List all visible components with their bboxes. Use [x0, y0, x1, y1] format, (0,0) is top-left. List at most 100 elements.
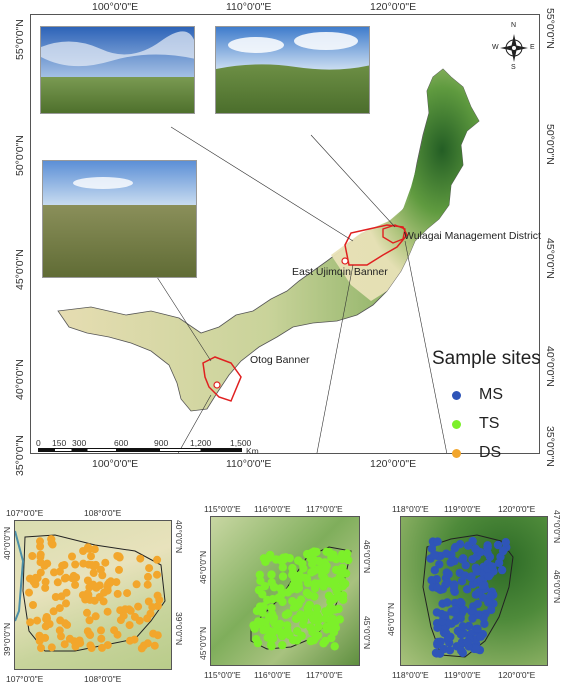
sample-point — [25, 588, 33, 597]
sample-point — [261, 557, 270, 566]
sample-point — [456, 614, 465, 623]
scale-tick-900: 900 — [154, 438, 169, 448]
inset-ms-top-label-1: 119°0'0"E — [444, 504, 481, 514]
sample-point — [294, 600, 303, 609]
inset-ms-top-label-0: 118°0'0"E — [392, 504, 429, 514]
sample-point — [115, 565, 123, 574]
sample-point — [343, 549, 352, 558]
sample-point — [96, 565, 105, 574]
sample-point — [36, 542, 45, 551]
sample-point — [335, 615, 344, 624]
sample-point — [321, 607, 330, 616]
lon-label-top-120: 120°0'0"E — [370, 1, 417, 13]
sample-point — [103, 586, 112, 595]
sample-point — [457, 646, 466, 655]
legend-title: Sample sites — [432, 348, 541, 369]
sample-point — [33, 616, 42, 625]
sample-point — [153, 570, 161, 579]
inset-ms-canvas — [422, 534, 514, 658]
sample-point — [444, 633, 454, 642]
scale-unit: Km — [246, 446, 259, 456]
compass-rose-icon — [494, 24, 538, 74]
sample-point — [143, 639, 152, 648]
east-ujimqin-marker — [341, 257, 349, 265]
sample-point — [153, 631, 162, 640]
sample-point — [451, 542, 460, 552]
sample-point — [125, 621, 134, 630]
sample-point — [269, 613, 279, 622]
sample-point — [468, 536, 477, 546]
sample-point — [260, 582, 269, 591]
sample-point — [150, 641, 159, 650]
inset-ts-bottom-label-0: 115°0'0"E — [204, 670, 241, 680]
sample-point — [95, 593, 104, 601]
sample-point — [483, 543, 492, 552]
inset-ts-right-label-0: 46°0'0"N — [362, 540, 372, 574]
sample-point — [498, 546, 508, 556]
sample-point — [445, 646, 455, 655]
sample-point — [113, 589, 122, 598]
sample-point — [283, 588, 292, 597]
sample-point — [84, 544, 93, 553]
place-label-wulagai: Wulagai Management District — [404, 230, 541, 242]
sample-point — [319, 581, 328, 590]
sample-point — [103, 607, 112, 616]
sample-point — [324, 591, 334, 600]
sample-point — [266, 640, 276, 649]
sample-point — [267, 570, 276, 579]
sample-point — [41, 583, 50, 592]
sample-point — [288, 597, 297, 606]
sample-point — [473, 624, 482, 633]
sample-point — [462, 585, 472, 594]
sample-point — [471, 644, 481, 653]
sample-point — [325, 548, 334, 557]
inset-ds-right-label-0: 40°0'0"N — [174, 520, 184, 554]
legend-label-ms: MS — [479, 386, 503, 403]
lon-label-top-100: 100°0'0"E — [92, 1, 139, 13]
sample-point — [53, 578, 62, 587]
inset-ts-left-label-0: 46°0'0"N — [198, 550, 208, 584]
legend-label-ts: TS — [479, 415, 500, 432]
sample-point — [303, 604, 312, 613]
sample-point — [41, 577, 50, 586]
sample-point — [334, 604, 343, 614]
sample-point — [441, 611, 450, 620]
sample-point — [341, 579, 350, 588]
sample-point — [29, 601, 37, 609]
lon-label-bottom-110: 110°0'0"E — [226, 458, 272, 470]
sample-point — [134, 602, 143, 611]
compass-n-label: N — [511, 22, 517, 29]
sample-point — [278, 563, 287, 572]
sample-point — [103, 641, 112, 650]
legend-dot-ds — [452, 448, 461, 458]
sample-point — [278, 572, 288, 581]
lat-label-left-40: 40°0'0"N — [14, 359, 26, 400]
sample-point — [493, 540, 503, 550]
sample-point — [60, 640, 69, 649]
sample-point — [468, 614, 477, 623]
ms-sample-points — [426, 536, 511, 658]
sample-point — [276, 584, 285, 593]
scale-tick-150: 150 — [52, 438, 67, 448]
sample-point — [472, 566, 481, 575]
otog-boundary — [202, 356, 242, 402]
sample-point — [255, 570, 264, 579]
sample-point — [275, 620, 285, 629]
sample-point — [269, 582, 279, 592]
lat-label-left-55: 55°0'0"N — [14, 19, 26, 60]
sample-point — [68, 552, 76, 561]
leader-line-photo3 — [156, 276, 212, 362]
sample-point — [430, 550, 439, 559]
sample-point — [87, 644, 96, 652]
sample-point — [65, 634, 74, 643]
sample-point — [267, 603, 276, 613]
sample-point — [144, 572, 152, 581]
sample-point — [143, 580, 152, 589]
sample-point — [338, 554, 347, 564]
sample-point — [250, 624, 259, 633]
inset-ms-bottom-label-2: 120°0'0"E — [498, 670, 536, 680]
lon-label-bottom-120: 120°0'0"E — [370, 458, 417, 470]
inset-ms-right-label-1: 46°0'0"N — [552, 570, 562, 604]
sample-point — [50, 568, 58, 577]
sample-point — [83, 608, 91, 617]
